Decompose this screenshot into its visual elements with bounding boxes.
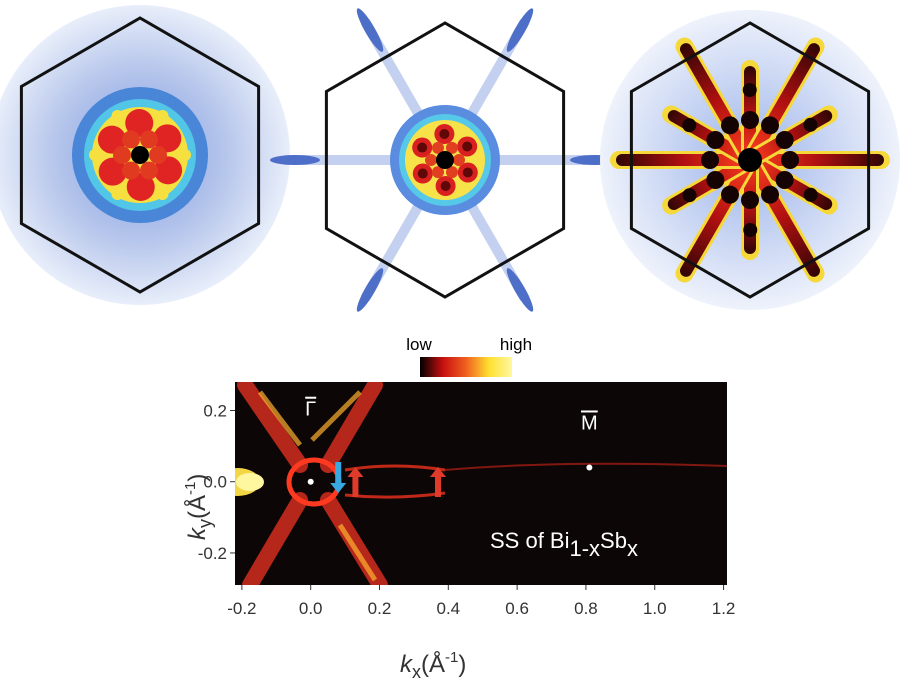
- y-tick-label: 0.0: [203, 473, 227, 492]
- blob: [111, 187, 124, 200]
- blob: [122, 130, 140, 149]
- blob: [98, 157, 127, 186]
- hexagon: [324, 21, 566, 299]
- intensity-map: [235, 382, 727, 585]
- center: [436, 151, 454, 169]
- blob: [462, 167, 473, 178]
- blob: [432, 166, 444, 179]
- blob: [113, 146, 131, 164]
- center: [131, 146, 149, 164]
- x-tick-label: 0.8: [574, 599, 598, 618]
- x-tick-label: 0.6: [505, 599, 529, 618]
- point-label: M: [581, 412, 598, 434]
- x-axis-label: kx(Å-1): [400, 649, 466, 682]
- blob: [682, 188, 697, 203]
- point: [586, 464, 593, 471]
- blob: [761, 185, 779, 204]
- pocket: [506, 8, 534, 52]
- blob: [742, 83, 757, 98]
- blob: [446, 166, 458, 179]
- point: [307, 478, 314, 485]
- blob: [126, 172, 155, 201]
- pocket: [506, 268, 534, 312]
- hexagon-panel: [0, 5, 290, 305]
- x-tick-label: 0.4: [436, 599, 460, 618]
- blob: [446, 141, 458, 154]
- blob: [140, 161, 158, 180]
- blob: [761, 116, 779, 135]
- blob: [179, 149, 191, 161]
- x-tick-label: -0.2: [227, 599, 256, 618]
- x-tick-label: 0.2: [368, 599, 392, 618]
- blob: [741, 111, 759, 129]
- hexagon-panel: [600, 10, 900, 310]
- x-tick-label: 0.0: [299, 599, 323, 618]
- blob: [803, 187, 818, 202]
- pocket: [356, 8, 384, 52]
- point-label: Γ: [305, 399, 316, 421]
- blob: [111, 110, 124, 123]
- fermi-surface-panels: [0, 5, 900, 312]
- y-axis-label: ky(Å-1): [182, 474, 215, 540]
- pocket: [356, 268, 384, 312]
- blob: [439, 129, 450, 140]
- blob: [432, 141, 444, 154]
- blob: [156, 187, 169, 200]
- y-tick-label: -0.2: [198, 544, 227, 563]
- blob: [425, 154, 437, 166]
- x-tick-label: 1.0: [643, 599, 667, 618]
- annotation: SS of Bi1-xSbx: [490, 528, 638, 561]
- blob: [417, 142, 428, 153]
- arrow: [330, 462, 347, 493]
- blob: [153, 124, 182, 153]
- arrow: [429, 467, 446, 497]
- colorbar-low: low: [406, 335, 432, 354]
- blob: [781, 151, 799, 169]
- blob: [775, 171, 794, 189]
- blob: [743, 222, 758, 237]
- colorbar: [420, 357, 512, 377]
- blob: [149, 146, 167, 164]
- spoke: [285, 155, 445, 165]
- blob: [682, 118, 697, 133]
- pocket: [270, 155, 320, 165]
- colorbar-high: high: [500, 335, 532, 354]
- blob: [706, 131, 725, 149]
- blob: [701, 151, 719, 169]
- blob: [417, 168, 428, 179]
- blob: [125, 109, 154, 138]
- blob: [775, 131, 794, 149]
- blob: [122, 161, 140, 180]
- x-tick-label: 1.2: [712, 599, 736, 618]
- blob: [803, 117, 818, 132]
- hexagon: [629, 21, 871, 299]
- y-tick-label: 0.2: [203, 401, 227, 420]
- center: [741, 151, 759, 169]
- blob: [462, 141, 473, 152]
- hexagon: [19, 16, 261, 294]
- blob: [440, 180, 451, 191]
- spoke: [445, 155, 605, 165]
- blob: [156, 110, 169, 123]
- blob: [741, 191, 759, 209]
- blob: [721, 185, 739, 204]
- blob: [721, 116, 739, 135]
- arrow: [347, 467, 364, 497]
- blob: [89, 149, 101, 161]
- hexagon-panel: [270, 8, 620, 312]
- blob: [140, 130, 158, 149]
- blob: [453, 154, 465, 166]
- intensity-features: [235, 382, 727, 585]
- blob: [706, 171, 725, 189]
